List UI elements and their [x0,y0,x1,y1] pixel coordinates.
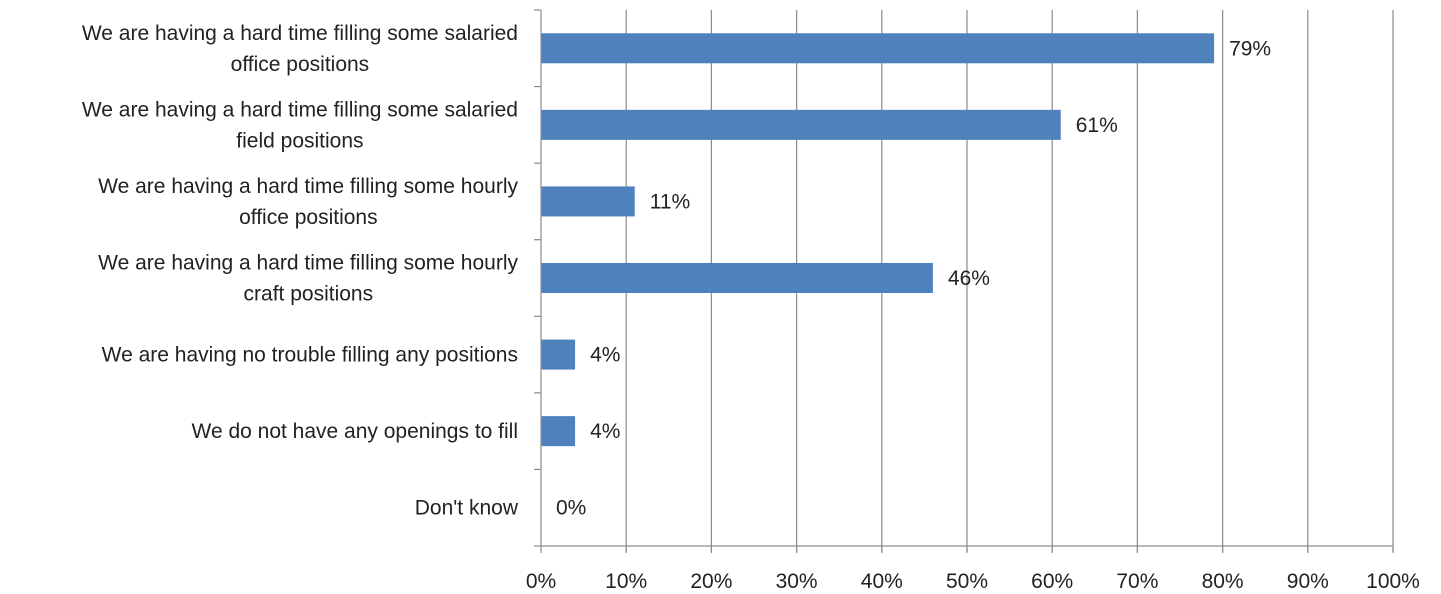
data-label: 4% [590,420,620,443]
data-label: 0% [556,497,586,520]
data-label: 11% [650,190,690,213]
category-label: We are having a hard time filling some s… [82,98,518,121]
category-label: field positions [236,129,363,152]
category-label: office positions [239,206,378,229]
x-tick-label: 0% [526,570,556,593]
data-label: 79% [1229,37,1271,60]
x-tick-label: 90% [1287,570,1329,593]
category-label: Don't know [415,497,519,520]
bar-1 [541,109,1061,140]
category-label: We are having a hard time filling some s… [82,22,518,45]
data-label: 61% [1076,114,1118,137]
category-label: craft positions [244,283,374,306]
x-tick-label: 50% [946,570,988,593]
bar-3 [541,263,933,293]
axes [534,9,1394,553]
x-tick-label: 10% [605,570,647,593]
x-tick-label: 80% [1202,570,1244,593]
data-label: 46% [948,267,990,290]
bar-0 [541,33,1215,64]
category-label: We are having a hard time filling some h… [98,252,518,275]
x-tick-label: 40% [861,570,903,593]
category-label: We are having a hard time filling some h… [98,175,518,198]
category-label: We are having no trouble filling any pos… [102,344,518,367]
x-tick-label: 60% [1031,570,1073,593]
category-label: We do not have any openings to fill [192,420,519,443]
x-tick-label: 100% [1366,570,1420,593]
bar-4 [541,339,576,370]
category-label: office positions [231,53,370,76]
x-tick-label: 30% [776,570,818,593]
labels: 0% 10% 20% 30% 40% 50% 60% 70% 80% 90% 100% We are … [82,22,1420,593]
bars [541,33,1215,447]
x-tick-label: 20% [690,570,732,593]
gridlines [625,10,1394,552]
data-label: 4% [590,344,620,367]
bar-2 [541,186,635,217]
bar-5 [541,416,576,447]
x-tick-label: 70% [1116,570,1158,593]
